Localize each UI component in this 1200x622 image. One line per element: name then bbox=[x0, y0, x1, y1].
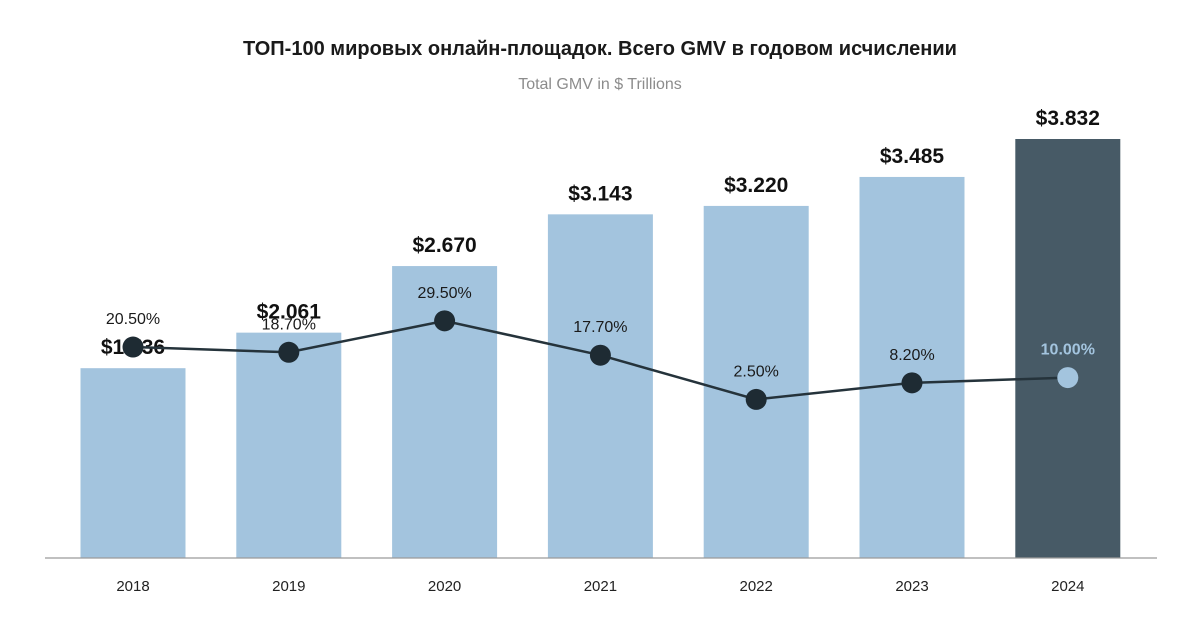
bar-2021 bbox=[547, 214, 653, 558]
bar-value-label: $2.670 bbox=[412, 234, 476, 257]
growth-label: 8.20% bbox=[889, 347, 934, 364]
x-tick-label: 2018 bbox=[116, 578, 149, 595]
growth-label: 20.50% bbox=[106, 311, 160, 328]
bar-value-label: $3.220 bbox=[724, 174, 788, 197]
bar-value-label: $2.061 bbox=[257, 301, 322, 324]
x-tick-label: 2024 bbox=[1051, 578, 1084, 595]
chart-title: ТОП-100 мировых онлайн-площадок. Всего G… bbox=[243, 38, 957, 60]
x-tick-label: 2021 bbox=[584, 578, 617, 595]
x-tick-label: 2020 bbox=[428, 578, 461, 595]
bar-2019 bbox=[236, 332, 342, 558]
growth-point bbox=[745, 388, 767, 410]
bar-value-label: $3.485 bbox=[880, 145, 945, 168]
growth-point bbox=[278, 341, 300, 363]
chart-subtitle: Total GMV in $ Trillions bbox=[518, 76, 682, 93]
bar-2020 bbox=[392, 266, 498, 558]
bar-2024 bbox=[1015, 139, 1121, 558]
bar-2018 bbox=[80, 368, 186, 558]
growth-point bbox=[122, 336, 144, 358]
x-tick-label: 2019 bbox=[272, 578, 305, 595]
bar-value-label: $3.143 bbox=[568, 182, 632, 205]
bar-value-label: $3.832 bbox=[1036, 107, 1100, 130]
x-tick-label: 2022 bbox=[740, 578, 773, 595]
growth-point bbox=[901, 372, 923, 394]
growth-label: 29.50% bbox=[417, 285, 471, 302]
growth-point bbox=[434, 310, 456, 332]
growth-label: 10.00% bbox=[1041, 342, 1095, 359]
growth-point bbox=[589, 344, 611, 366]
growth-label: 17.70% bbox=[573, 319, 627, 336]
growth-label: 18.70% bbox=[262, 316, 316, 333]
growth-point bbox=[1057, 367, 1079, 389]
bar-2022 bbox=[703, 205, 809, 558]
x-tick-label: 2023 bbox=[895, 578, 928, 595]
growth-label: 2.50% bbox=[734, 363, 779, 380]
bar-2023 bbox=[859, 176, 965, 558]
